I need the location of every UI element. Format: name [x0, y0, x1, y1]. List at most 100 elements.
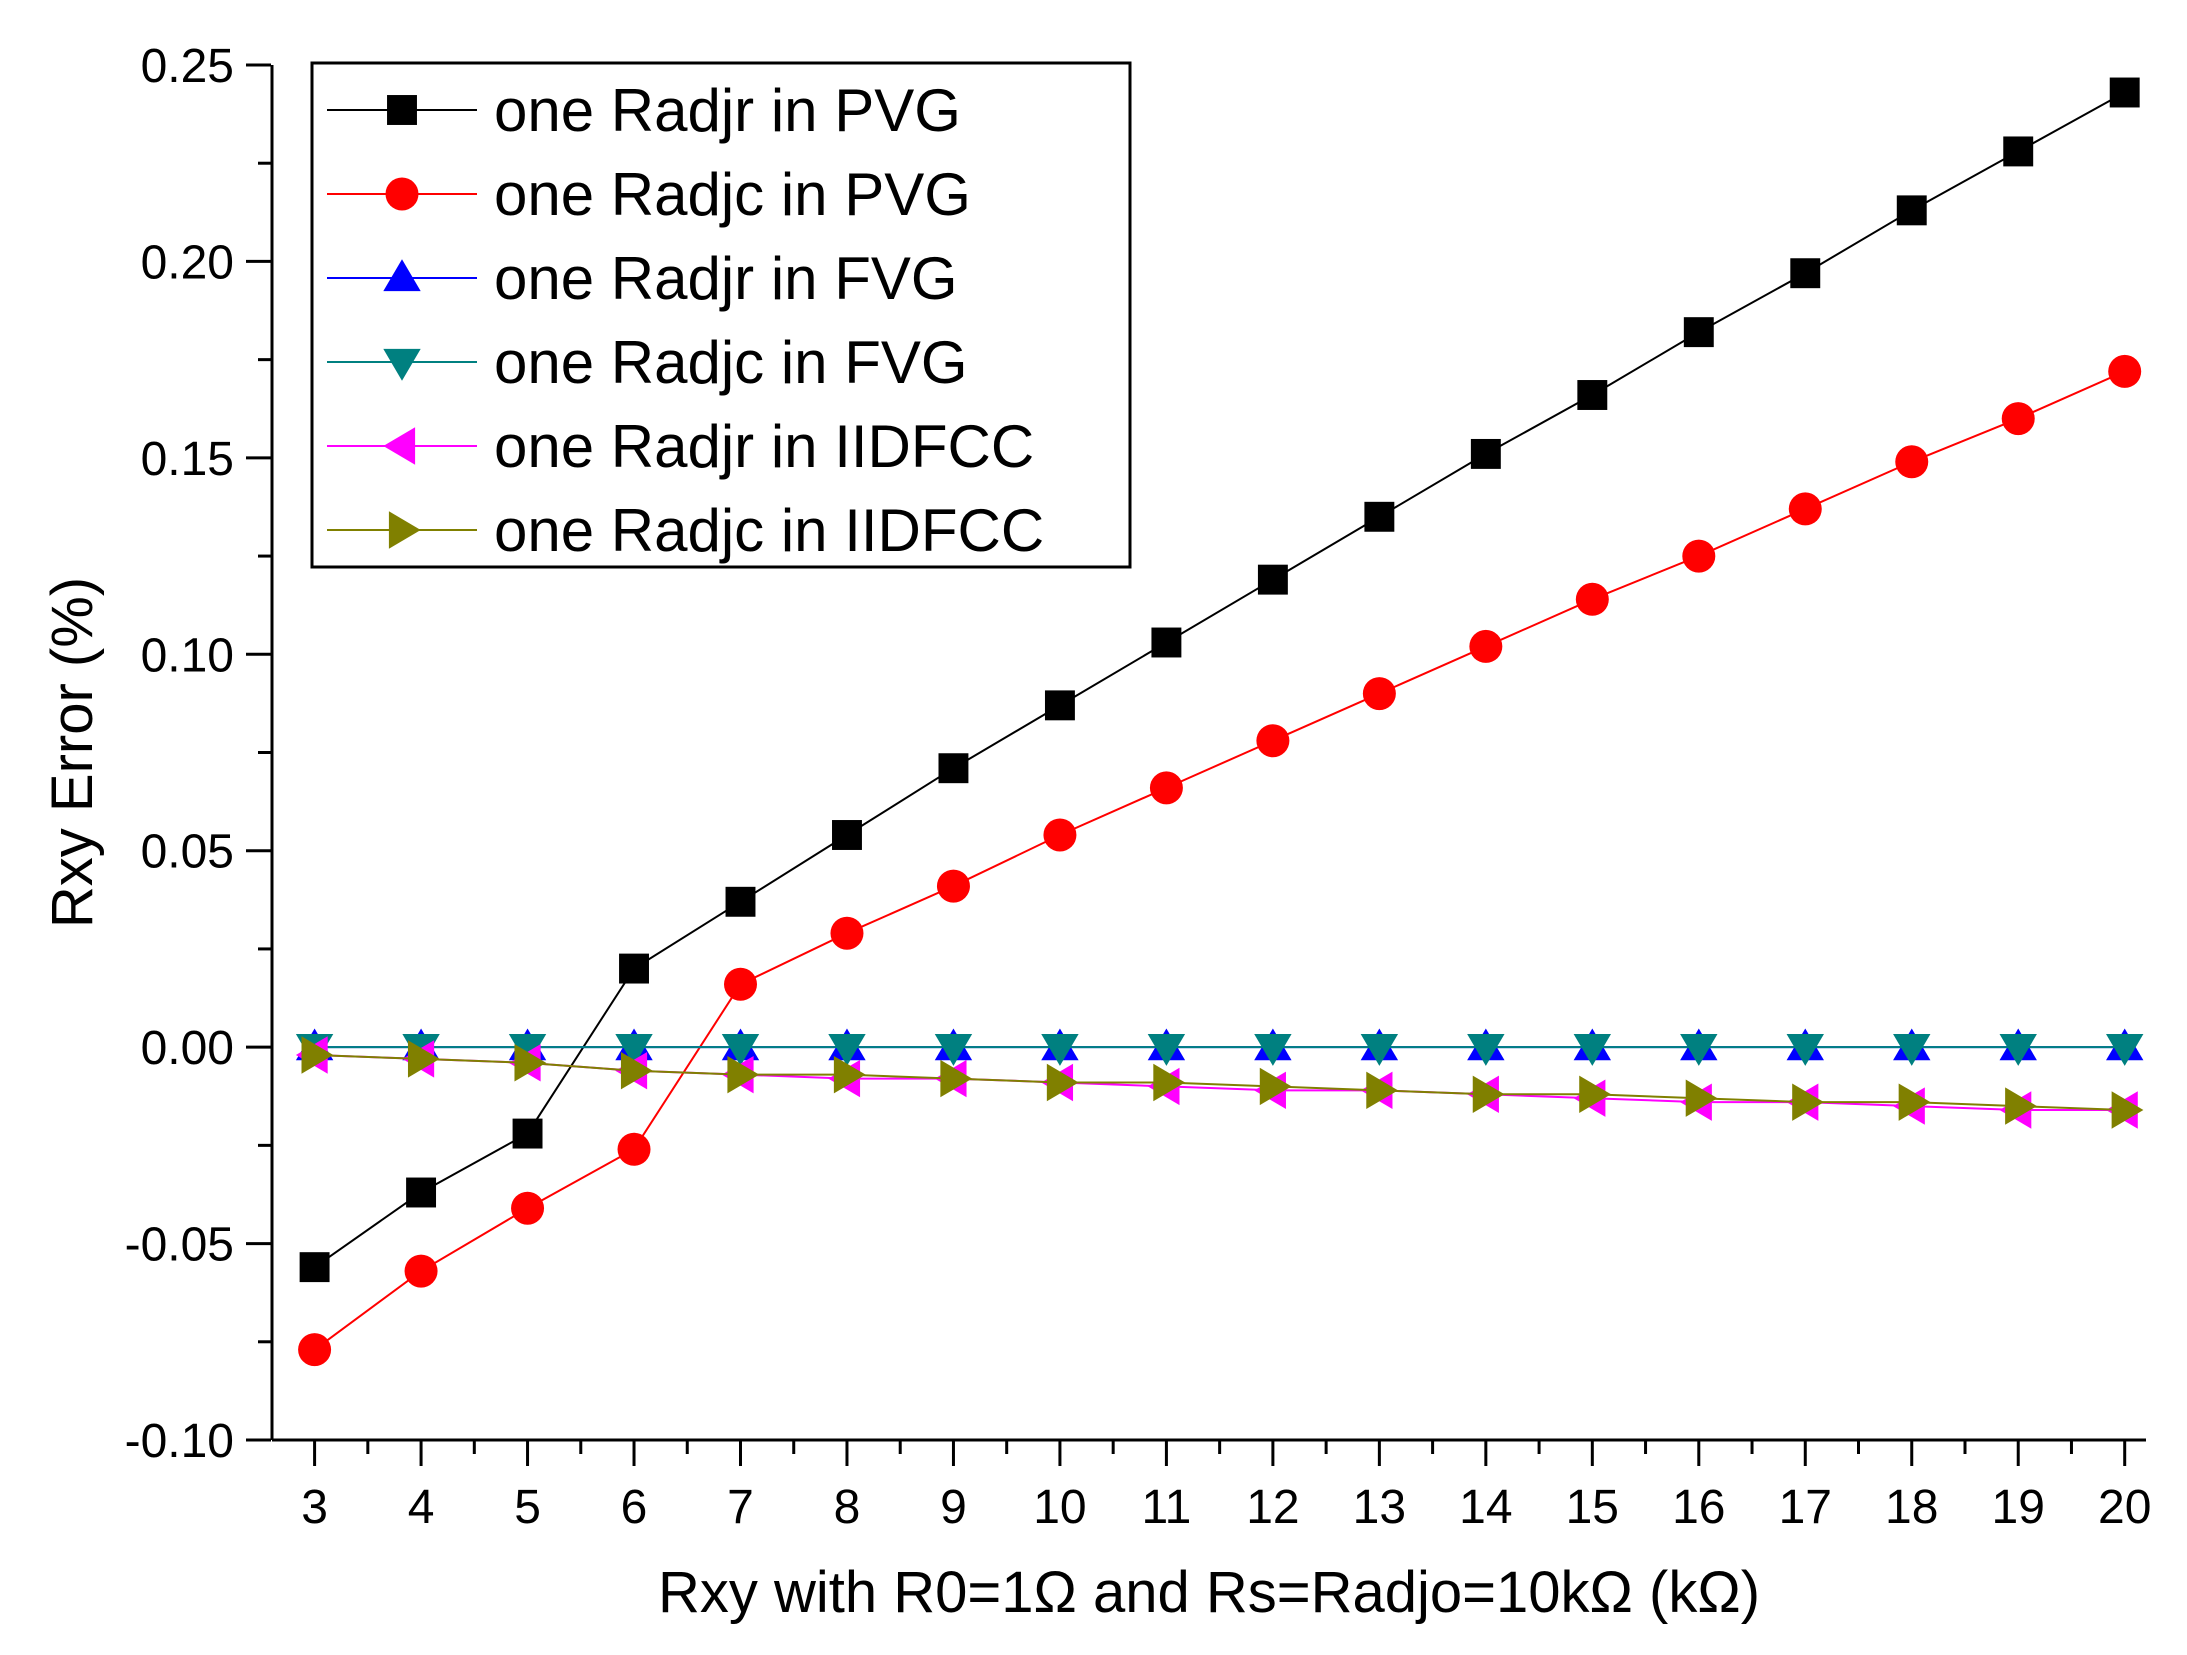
data-point	[619, 953, 649, 984]
data-point	[2111, 1091, 2144, 1129]
x-tick-label: 13	[1353, 1481, 1406, 1534]
legend-item: one Radjc in FVG	[327, 329, 968, 396]
data-point	[727, 1055, 760, 1094]
legend-swatch-marker	[383, 259, 421, 292]
x-tick-label: 7	[727, 1481, 754, 1534]
data-point	[1151, 627, 1182, 658]
data-point	[2106, 1034, 2144, 1066]
data-point	[1898, 1083, 1931, 1121]
series-line	[314, 91, 2126, 1268]
legend-label: one Radjr in IIDFCC	[494, 413, 1034, 480]
data-point	[2109, 77, 2140, 108]
data-point	[1999, 1034, 2037, 1066]
data-point	[934, 1034, 973, 1066]
x-tick-label: 4	[408, 1481, 435, 1534]
data-point	[1470, 438, 1501, 469]
x-axis-title: Rxy with R0=1Ω and Rs=Radjo=10kΩ (kΩ)	[658, 1560, 1760, 1625]
data-point	[832, 820, 862, 850]
y-axis-title: Rxy Error (%)	[40, 577, 105, 928]
data-point	[1153, 1063, 1186, 1102]
data-point	[828, 1034, 866, 1066]
legend-swatch-marker	[388, 511, 421, 549]
y-tick-label: 0.00	[141, 1022, 234, 1075]
data-point	[406, 1177, 437, 1208]
x-tick-label: 10	[1033, 1481, 1086, 1534]
data-point	[1683, 317, 1714, 348]
x-tick-label: 17	[1779, 1481, 1832, 1534]
data-point	[514, 1044, 547, 1082]
series-layer	[295, 77, 2144, 1367]
x-tick-label: 18	[1885, 1481, 1938, 1534]
series-4	[295, 1034, 2144, 1066]
series-2	[298, 354, 2142, 1367]
legend-label: one Radjr in FVG	[494, 245, 958, 312]
data-point	[301, 1036, 334, 1074]
data-point	[1360, 1034, 1399, 1066]
series-1	[299, 77, 2140, 1283]
legend-item: one Radjc in IIDFCC	[327, 497, 1044, 564]
data-point	[1786, 1034, 1824, 1066]
data-point	[615, 1034, 653, 1066]
x-tick-label: 6	[621, 1481, 648, 1534]
data-point	[1788, 492, 1822, 526]
data-point	[1044, 690, 1075, 721]
x-tick-label: 9	[940, 1481, 967, 1534]
series-6	[301, 1036, 2144, 1129]
data-point	[1472, 1075, 1505, 1113]
x-tick-label: 8	[834, 1481, 861, 1534]
data-point	[1579, 1075, 1612, 1113]
legend-swatch-marker	[385, 177, 419, 211]
data-point	[1041, 1034, 1079, 1066]
legend-item: one Radjr in PVG	[327, 77, 961, 144]
data-point	[1467, 1034, 1505, 1066]
data-point	[938, 753, 969, 784]
legend-item: one Radjc in PVG	[327, 161, 971, 228]
data-point	[511, 1191, 545, 1225]
data-point	[1896, 195, 1927, 226]
legend-label: one Radjc in PVG	[494, 161, 971, 228]
data-point	[1254, 1034, 1292, 1066]
data-point	[2001, 402, 2035, 436]
data-point	[508, 1034, 547, 1066]
legend-item: one Radjr in IIDFCC	[327, 413, 1034, 480]
data-point	[1790, 258, 1821, 289]
data-point	[2003, 136, 2034, 167]
data-point	[407, 1040, 440, 1078]
data-point	[617, 1132, 651, 1166]
data-point	[1046, 1063, 1079, 1102]
data-point	[724, 967, 757, 1001]
legend-swatch-marker	[387, 95, 417, 125]
x-tick-label: 11	[1141, 1481, 1191, 1534]
data-point	[833, 1055, 866, 1094]
x-tick-label: 3	[301, 1481, 328, 1534]
data-point	[1685, 1079, 1718, 1117]
data-point	[1043, 818, 1077, 852]
data-point	[1577, 380, 1608, 410]
y-tick-label: 0.25	[141, 40, 234, 93]
data-point	[1149, 771, 1183, 805]
y-tick-label: -0.05	[125, 1219, 234, 1272]
x-tick-label: 20	[2098, 1481, 2151, 1534]
data-point	[1893, 1034, 1931, 1066]
data-point	[620, 1052, 653, 1090]
x-tick-label: 16	[1672, 1481, 1725, 1534]
data-point	[1366, 1071, 1399, 1110]
x-tick-label: 12	[1246, 1481, 1299, 1534]
data-point	[1147, 1034, 1186, 1066]
y-tick-label: -0.10	[125, 1415, 234, 1468]
legend-label: one Radjc in FVG	[494, 329, 968, 396]
data-point	[1682, 539, 1716, 573]
data-point	[1364, 501, 1395, 532]
y-tick-label: 0.15	[141, 433, 234, 486]
series-line	[314, 1054, 2125, 1111]
data-point	[721, 1034, 760, 1066]
y-tick-label: 0.10	[141, 629, 234, 682]
x-tick-label: 14	[1459, 1481, 1512, 1534]
series-5	[295, 1036, 2138, 1129]
data-point	[512, 1118, 543, 1149]
data-point	[404, 1254, 438, 1288]
legend: one Radjr in PVG one Radjc in PVG one Radj…	[310, 61, 1132, 569]
axes-layer: -0.10 -0.05 0.00 0.05 0.10 0.15 0.20 0.25 3 4 5 6 7 8…	[125, 40, 2152, 1534]
